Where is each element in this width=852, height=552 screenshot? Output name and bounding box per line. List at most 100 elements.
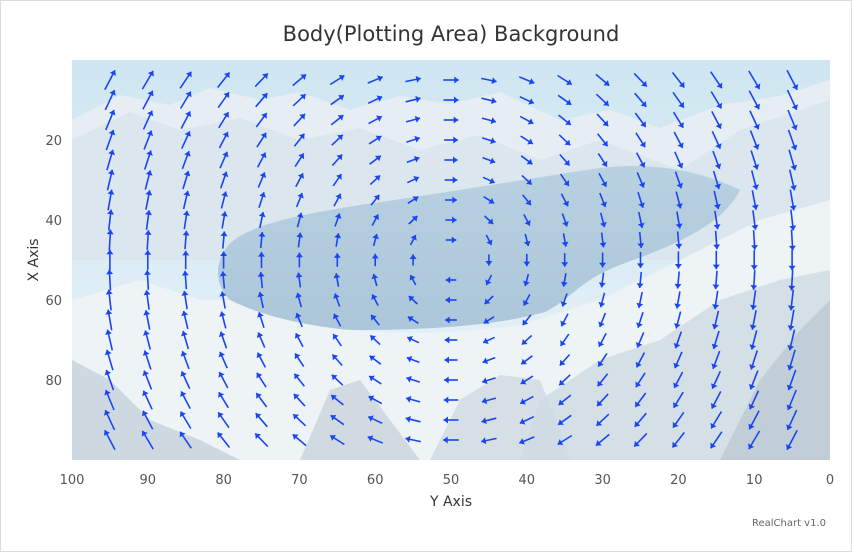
- vector-arrow-head: [752, 184, 759, 190]
- vector-arrow-head: [144, 250, 152, 255]
- vector-arrow-head: [484, 298, 491, 304]
- vector-arrow-head: [523, 240, 531, 246]
- vector-arrow-head: [565, 99, 572, 105]
- vector-arrow-head: [337, 115, 344, 121]
- vector-arrow-head: [562, 200, 569, 207]
- vector-arrow-head: [672, 421, 679, 428]
- vector-arrow-head: [597, 400, 603, 407]
- vector-arrow-head: [526, 179, 532, 185]
- vector-arrow-head: [452, 216, 457, 224]
- vector-arrow-head: [218, 392, 225, 398]
- vector-arrow-head: [524, 220, 531, 226]
- y-tick-label: 60: [45, 294, 62, 309]
- vector-arrow-head: [299, 94, 306, 100]
- vector-arrow-head: [564, 139, 571, 146]
- vector-arrow-head: [597, 380, 604, 387]
- vector-arrow-head: [491, 97, 497, 105]
- vector-arrow-head: [333, 273, 341, 279]
- x-tick-label: 50: [443, 473, 460, 488]
- vector-arrow-head: [106, 269, 114, 275]
- vector-arrow-head: [105, 309, 113, 315]
- vector-arrow-head: [751, 224, 759, 230]
- vector-arrow-head: [714, 183, 721, 189]
- vector-arrow-head: [179, 411, 186, 418]
- vector-arrow-head: [297, 193, 304, 199]
- vector-arrow-head: [559, 379, 565, 386]
- vector-arrow-head: [640, 101, 647, 107]
- vector-arrow-head: [559, 359, 566, 366]
- vector-arrow-head: [182, 250, 190, 256]
- vector-arrow-head: [295, 252, 303, 258]
- vector-arrow-head: [333, 313, 340, 320]
- y-tick-label: 20: [45, 134, 62, 149]
- vector-arrow-head: [638, 182, 646, 188]
- vector-arrow-head: [223, 112, 229, 118]
- vector-arrows: [103, 69, 799, 451]
- vector-arrow-head: [563, 180, 570, 186]
- vector-arrow-head: [641, 80, 647, 87]
- vector-arrow-head: [107, 209, 115, 215]
- vector-arrow-head: [557, 439, 564, 445]
- vector-arrow-head: [370, 335, 376, 341]
- vector-arrow-head: [674, 283, 682, 289]
- vector-arrow-head: [565, 119, 571, 125]
- vector-arrow-head: [601, 181, 608, 187]
- vector-arrow-head: [635, 361, 642, 368]
- vector-arrow-head: [256, 393, 262, 399]
- vector-arrow-head: [635, 401, 641, 407]
- vector-arrow-head: [255, 413, 262, 419]
- vector-arrow-head: [258, 252, 265, 257]
- vector-arrow-head: [558, 419, 564, 425]
- vector-arrow-head: [786, 444, 793, 450]
- vector-arrow-head: [145, 210, 152, 216]
- x-tick-label: 100: [60, 473, 85, 488]
- vector-arrow-head: [105, 329, 112, 335]
- credits-label[interactable]: RealChart v1.0: [752, 518, 826, 529]
- vector-arrow-head: [295, 292, 302, 299]
- vector-arrow-head: [183, 190, 191, 197]
- vector-arrow-head: [526, 158, 533, 165]
- vector-arrow-head: [262, 73, 268, 80]
- vector-arrow-head: [373, 194, 380, 201]
- vector-arrow-head: [142, 410, 149, 417]
- vector-arrow-head: [561, 262, 569, 267]
- vector-arrow-head: [673, 362, 680, 369]
- vector-arrow-head: [298, 133, 305, 140]
- vector-arrow-head: [107, 169, 115, 175]
- vector-arrow-head: [596, 420, 603, 426]
- vector-arrow-head: [635, 381, 642, 388]
- vector-arrow-head: [406, 375, 412, 383]
- vector-arrow-head: [143, 290, 151, 296]
- x-tick-label: 60: [367, 473, 384, 488]
- vector-arrow-head: [673, 382, 680, 388]
- vector-arrow-head: [333, 293, 340, 299]
- vector-arrow-head: [519, 438, 525, 445]
- vector-arrow-head: [144, 230, 152, 235]
- vector-arrow-head: [788, 285, 796, 291]
- vector-arrow-head: [677, 162, 684, 169]
- vector-arrow-head: [748, 443, 755, 450]
- vector-arrow-head: [602, 140, 608, 147]
- vector-arrow-head: [522, 319, 529, 326]
- vector-arrow-head: [184, 151, 191, 157]
- vector-arrow-head: [334, 233, 342, 239]
- vector-arrow-head: [375, 135, 382, 142]
- vector-arrow-head: [409, 254, 417, 259]
- vector-arrow-head: [180, 391, 187, 397]
- y-tick-label: 40: [45, 214, 62, 229]
- vector-arrow-head: [411, 216, 418, 222]
- vector-arrow-head: [377, 75, 383, 82]
- vector-arrow-head: [260, 152, 267, 159]
- vector-arrow-head: [219, 291, 227, 297]
- vector-arrow-head: [451, 236, 457, 244]
- vector-arrow-head: [147, 110, 154, 117]
- vector-arrow-head: [711, 343, 719, 349]
- vector-arrow-head: [413, 156, 420, 163]
- vector-arrow-head: [368, 395, 375, 402]
- vector-arrow-head: [444, 376, 449, 384]
- vector-arrow-head: [104, 410, 111, 416]
- vector-arrow-head: [748, 403, 755, 410]
- vector-arrow-head: [712, 304, 720, 310]
- x-tick-label: 0: [826, 473, 834, 488]
- vector-arrow-head: [790, 185, 797, 191]
